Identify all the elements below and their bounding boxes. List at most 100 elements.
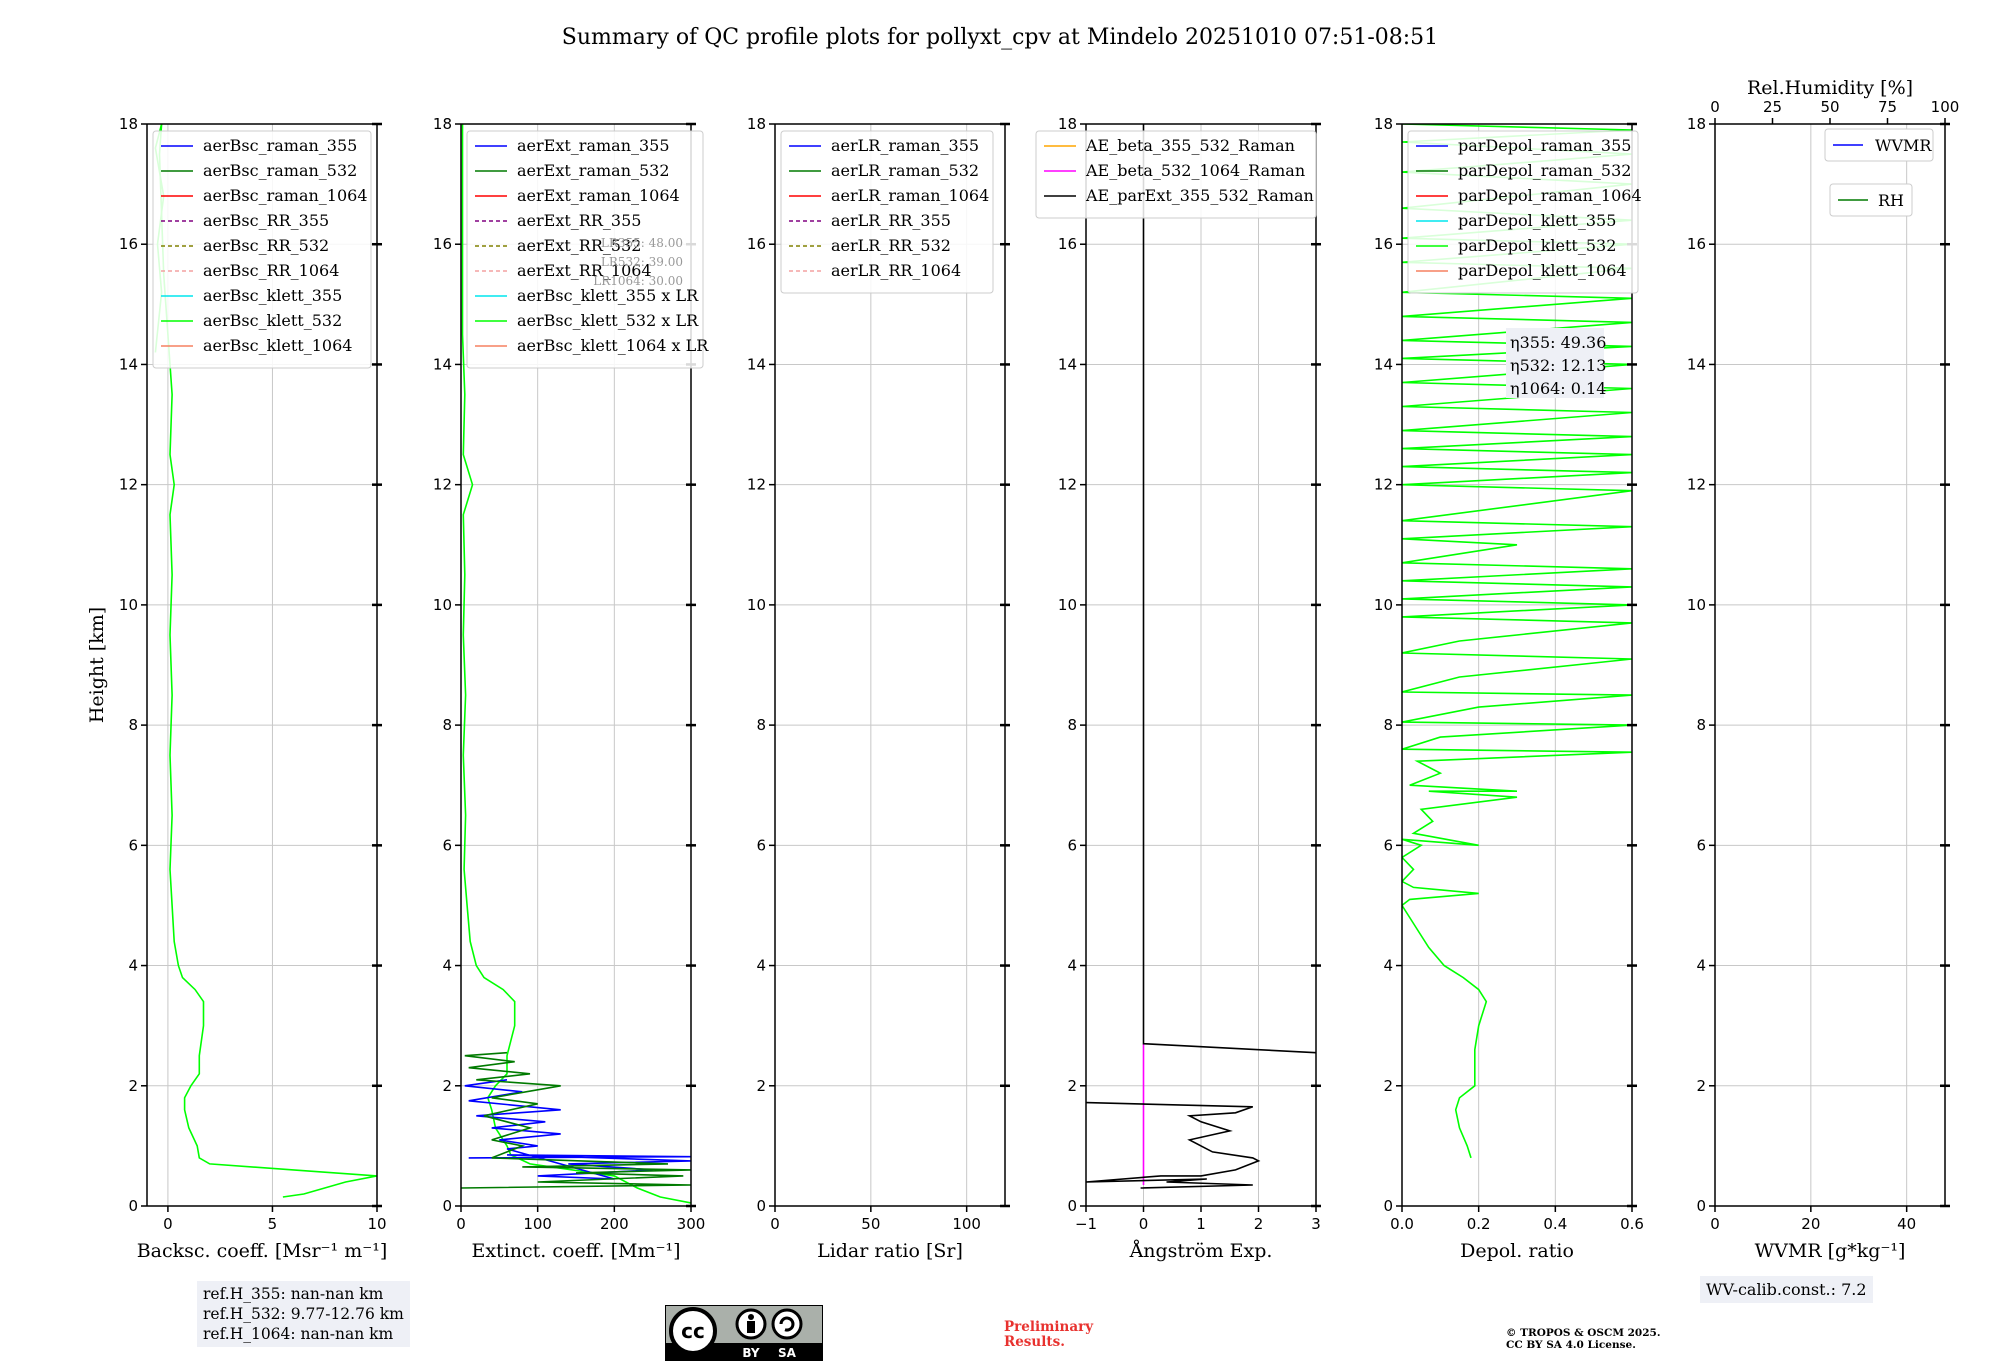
legend-label: aerBsc_raman_1064 <box>203 186 368 205</box>
legend-label: aerLR_raman_355 <box>831 136 979 155</box>
ytick-label: 10 <box>119 596 138 614</box>
ytick-label: 12 <box>1374 476 1393 494</box>
lidar-ratio-note: LR355: 48.00 <box>601 236 683 250</box>
xtick-label: 1 <box>1196 1215 1206 1233</box>
xlabel: Lidar ratio [Sr] <box>817 1240 963 1262</box>
preliminary-line-2: Results. <box>1004 1334 1065 1350</box>
ytick-label: 8 <box>442 716 452 734</box>
xtick-label: 50 <box>861 1215 880 1233</box>
ytick-label: 16 <box>119 235 138 253</box>
legend-label: parDepol_klett_532 <box>1458 236 1616 255</box>
ytick-label: 18 <box>1058 115 1077 133</box>
legend-label: WVMR <box>1875 136 1932 155</box>
preliminary-results-note: Preliminary Results. <box>1004 1320 1093 1350</box>
ytick-label: 2 <box>1383 1077 1393 1095</box>
ytick-label: 4 <box>442 957 452 975</box>
xtick-label: 10 <box>367 1215 386 1233</box>
ytick-label: 6 <box>756 836 766 854</box>
legend-label: aerExt_RR_1064 <box>517 261 652 280</box>
ytick-label: 18 <box>1374 115 1393 133</box>
xtick-label: 5 <box>268 1215 278 1233</box>
legend-label: aerBsc_RR_1064 <box>203 261 339 280</box>
series-aerExt_raman_532 <box>461 1051 691 1189</box>
ytick-label: 14 <box>433 355 452 373</box>
legend-box <box>152 130 372 369</box>
ytick-label: 6 <box>1067 836 1077 854</box>
eta-value: η532: 12.13 <box>1510 356 1606 375</box>
ytick-label: 0 <box>442 1197 452 1215</box>
cc-by-sa-icon: cc BY SA <box>664 1304 824 1365</box>
ref-line-355: ref.H_355: nan-nan km <box>203 1285 384 1303</box>
panel-extinction: 0 2 4 6 8 10 12 14 16 18 0 100 200 300 Extinct. coeff.… <box>433 115 709 1262</box>
ytick-label: 0 <box>756 1197 766 1215</box>
ytick-label: 6 <box>442 836 452 854</box>
legend-box <box>1407 130 1639 294</box>
panel-lidar_ratio: 0 2 4 6 8 10 12 14 16 18 0 50 100 Lidar ratio [Sr] aer… <box>747 115 1010 1262</box>
legend-label: aerExt_raman_1064 <box>517 186 680 205</box>
xtick-label: 0 <box>1139 1215 1149 1233</box>
ref-line-1064: ref.H_1064: nan-nan km <box>203 1325 394 1343</box>
eta-value: η1064: 0.14 <box>1510 379 1606 398</box>
xtick-label: 0 <box>163 1215 173 1233</box>
cc-sa-label: SA <box>778 1346 797 1360</box>
ytick-label: 4 <box>1383 957 1393 975</box>
ytick-label: 10 <box>1687 596 1706 614</box>
ytick-label: 16 <box>433 235 452 253</box>
ytick-label: 10 <box>433 596 452 614</box>
legend-label: aerBsc_klett_355 x LR <box>517 286 699 305</box>
ytick-label: 2 <box>756 1077 766 1095</box>
ytick-label: 2 <box>1067 1077 1077 1095</box>
legend-label: aerBsc_raman_532 <box>203 161 357 180</box>
xtick-label: 40 <box>1897 1215 1916 1233</box>
legend-label: aerBsc_klett_532 <box>203 311 342 330</box>
xtick-label: 0 <box>770 1215 780 1233</box>
preliminary-line-1: Preliminary <box>1004 1319 1094 1335</box>
xtick-label: 0 <box>456 1215 466 1233</box>
xlabel: Ångström Exp. <box>1129 1240 1273 1262</box>
legend-label: aerBsc_klett_532 x LR <box>517 311 699 330</box>
svg-text:cc: cc <box>681 1319 705 1343</box>
xtick-label: −1 <box>1075 1215 1097 1233</box>
top-tick-label: 100 <box>1931 98 1960 116</box>
eta-box <box>1506 328 1604 398</box>
xtick-label: 0.2 <box>1467 1215 1491 1233</box>
ytick-label: 14 <box>1058 355 1077 373</box>
legend-label: parDepol_klett_355 <box>1458 211 1616 230</box>
ytick-label: 4 <box>1696 957 1706 975</box>
legend-label: aerBsc_RR_355 <box>203 211 329 230</box>
legend-label: AE_beta_355_532_Raman <box>1085 136 1295 155</box>
legend-label: aerLR_RR_532 <box>831 236 951 255</box>
ytick-label: 0 <box>1383 1197 1393 1215</box>
ytick-label: 4 <box>128 957 138 975</box>
series-aerBsc_klett_532 <box>158 124 377 1198</box>
ytick-label: 8 <box>1383 716 1393 734</box>
ytick-label: 6 <box>128 836 138 854</box>
ylabel: Height [km] <box>86 607 108 723</box>
ytick-label: 12 <box>1058 476 1077 494</box>
legend-label: RH <box>1878 191 1904 210</box>
legend-box <box>466 130 704 369</box>
legend-label: aerBsc_klett_355 <box>203 286 342 305</box>
xlabel: Backsc. coeff. [Msr⁻¹ m⁻¹] <box>137 1240 388 1262</box>
copyright-line-1: © TROPOS & OSCM 2025. <box>1506 1327 1661 1339</box>
legend-box-rh <box>1829 183 1913 217</box>
top-tick-label: 25 <box>1763 98 1782 116</box>
ytick-label: 12 <box>747 476 766 494</box>
ytick-label: 4 <box>756 957 766 975</box>
xtick-label: 3 <box>1311 1215 1321 1233</box>
ytick-label: 16 <box>747 235 766 253</box>
ytick-label: 10 <box>1058 596 1077 614</box>
copyright-note: © TROPOS & OSCM 2025. CC BY SA 4.0 Licen… <box>1506 1327 1661 1351</box>
ytick-label: 14 <box>1687 355 1706 373</box>
ytick-label: 8 <box>756 716 766 734</box>
ytick-label: 0 <box>1696 1197 1706 1215</box>
series-aerExt_raman_355 <box>464 1079 691 1180</box>
ytick-label: 4 <box>1067 957 1077 975</box>
ytick-label: 18 <box>1687 115 1706 133</box>
legend-label: aerBsc_RR_532 <box>203 236 329 255</box>
ytick-label: 16 <box>1687 235 1706 253</box>
ytick-label: 0 <box>1067 1197 1077 1215</box>
ytick-label: 8 <box>1067 716 1077 734</box>
